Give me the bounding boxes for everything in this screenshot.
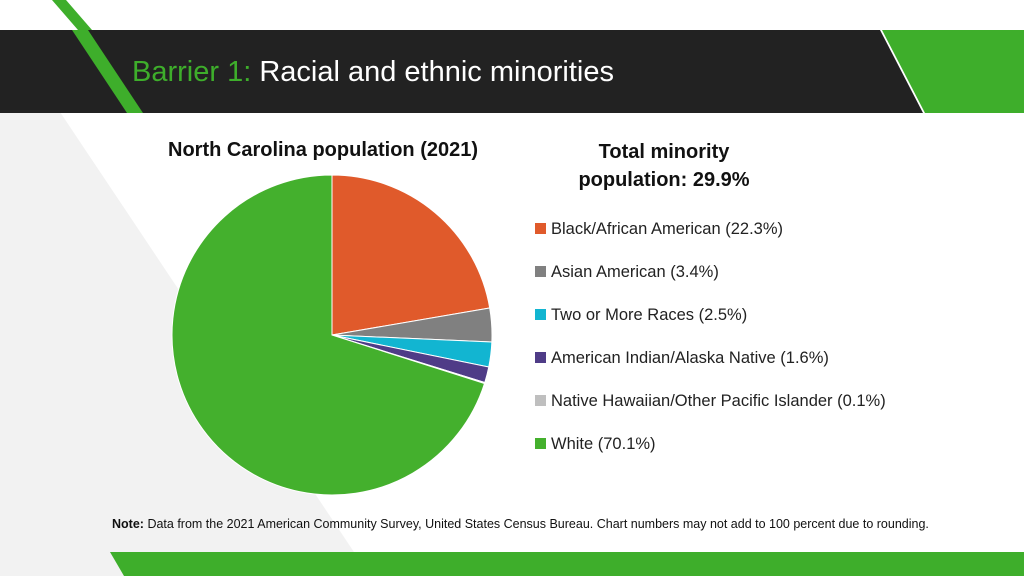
legend-item: American Indian/Alaska Native (1.6%) (535, 347, 829, 369)
legend-swatch (535, 352, 546, 364)
legend-label: American Indian/Alaska Native (1.6%) (551, 349, 829, 367)
legend-item: Black/African American (22.3%) (535, 218, 783, 240)
legend-swatch (535, 266, 546, 278)
note-label: Note: (112, 517, 144, 531)
pie-slice-5 (171, 174, 486, 496)
bottom-green-bar (110, 552, 1024, 576)
legend-swatch (535, 395, 546, 407)
pie-slice-0 (331, 174, 491, 336)
legend-item: Two or More Races (2.5%) (535, 304, 747, 326)
legend-item: White (70.1%) (535, 433, 656, 455)
note-text: Data from the 2021 American Community Su… (147, 517, 929, 531)
legend-label: Asian American (3.4%) (551, 263, 719, 281)
pie-chart (171, 174, 493, 496)
page-title: Barrier 1: Racial and ethnic minorities (132, 56, 614, 89)
legend-item: Asian American (3.4%) (535, 261, 719, 283)
legend-swatch (535, 223, 546, 235)
legend-label: Black/African American (22.3%) (551, 220, 784, 238)
footnote: Note: Data from the 2021 American Commun… (112, 517, 929, 531)
chart-title: North Carolina population (2021) (168, 139, 479, 161)
legend-label: Native Hawaiian/Other Pacific Islander (… (551, 392, 886, 410)
legend-swatch (535, 438, 546, 450)
legend-label: Two or More Races (2.5%) (551, 306, 748, 324)
banner-green-left-stripe (72, 30, 143, 113)
title-prefix: Barrier 1: (132, 56, 252, 88)
total-minority-label: Total minority population: 29.9% (578, 141, 750, 191)
legend-swatch (535, 309, 546, 321)
banner-green-right-block (882, 30, 1024, 113)
legend-label: White (70.1%) (551, 435, 656, 453)
top-left-green-stripe (52, 0, 92, 30)
title-banner (0, 30, 923, 113)
legend-item: Native Hawaiian/Other Pacific Islander (… (535, 390, 886, 412)
title-text: Racial and ethnic minorities (259, 56, 614, 88)
